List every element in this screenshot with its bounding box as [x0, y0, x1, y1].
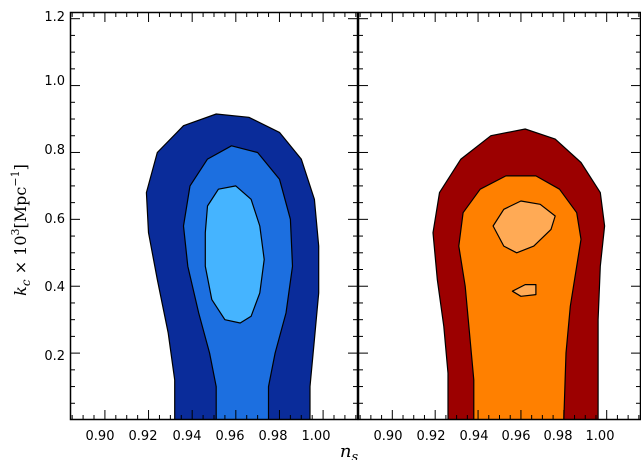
y-tick-label-0.8: 0.8 — [44, 143, 65, 158]
x-tick-label-right-0.96: 0.96 — [502, 429, 531, 444]
y-axis-unit-close: ] — [11, 164, 30, 170]
x-axis-var-sub: s — [351, 450, 358, 460]
panels-layer — [69, 11, 641, 421]
x-tick-label-left-0.96: 0.96 — [216, 429, 245, 444]
panel-right — [357, 11, 641, 421]
x-tick-label-left-0.94: 0.94 — [173, 429, 202, 444]
contour-left-level-3 — [204, 185, 265, 324]
y-axis-var-sub: c — [19, 279, 33, 286]
y-axis-unit-open: [Mpc — [11, 187, 30, 229]
contours-right — [432, 128, 606, 420]
y-tick-label-1.0: 1.0 — [44, 74, 65, 89]
contour-right-level-2 — [458, 175, 582, 420]
y-axis-label: kc × 103[Mpc−1] — [9, 164, 33, 296]
panel-left — [69, 11, 359, 421]
contour-right-level-4 — [511, 284, 537, 297]
panel-frame-left — [69, 11, 359, 421]
y-axis-var: k — [11, 286, 30, 296]
x-tick-labels-left: 0.90 0.92 0.94 0.96 0.98 1.00 — [86, 429, 331, 444]
x-tick-label-left-1.00: 1.00 — [302, 429, 331, 444]
contour-right-level-3 — [492, 200, 556, 254]
x-tick-label-right-0.90: 0.90 — [374, 429, 403, 444]
y-tick-label-0.2: 0.2 — [44, 349, 65, 364]
x-axis-var: n — [340, 441, 352, 460]
x-tick-label-left-0.98: 0.98 — [259, 429, 288, 444]
x-tick-label-left-0.90: 0.90 — [86, 429, 115, 444]
y-axis-times: × 10 — [11, 235, 30, 279]
x-axis-label: ns — [340, 441, 359, 460]
y-axis-unit-exp: −1 — [9, 170, 22, 186]
y-tick-label-0.4: 0.4 — [44, 280, 65, 295]
x-tick-label-right-0.98: 0.98 — [544, 429, 573, 444]
x-tick-label-right-0.92: 0.92 — [417, 429, 446, 444]
y-tick-labels: 0.2 0.4 0.6 0.8 1.0 1.2 — [44, 10, 65, 364]
x-tick-labels-right: 0.90 0.92 0.94 0.96 0.98 1.00 — [374, 429, 615, 444]
y-axis-exp: 3 — [9, 228, 22, 235]
y-tick-label-0.6: 0.6 — [44, 212, 65, 227]
contours-left — [145, 113, 320, 420]
x-tick-label-right-0.94: 0.94 — [460, 429, 489, 444]
x-tick-label-right-1.00: 1.00 — [586, 429, 615, 444]
x-tick-label-left-0.92: 0.92 — [129, 429, 158, 444]
y-tick-label-1.2: 1.2 — [44, 10, 65, 25]
